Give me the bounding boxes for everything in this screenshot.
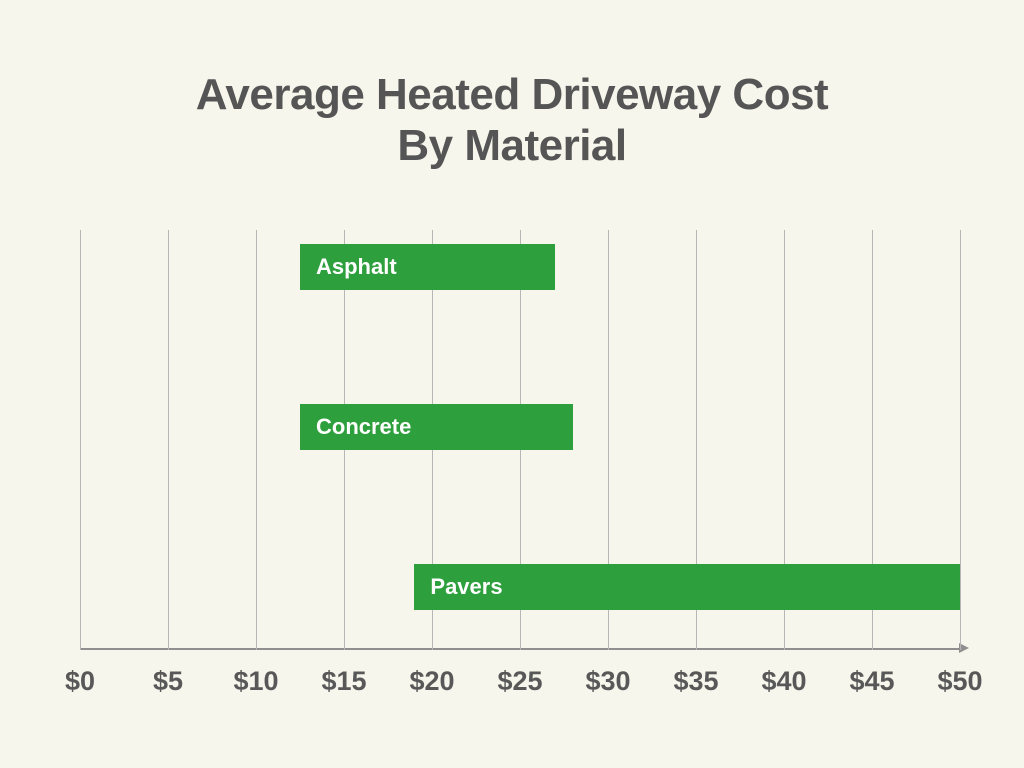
x-tick-label: $50 [937,666,982,697]
gridline [256,230,257,650]
x-tick-label: $25 [497,666,542,697]
chart-plot-area: $0$5$10$15$20$25$30$35$40$45$50AsphaltCo… [80,230,960,650]
range-bar: Concrete [300,404,573,450]
x-tick-label: $5 [153,666,183,697]
bar-label: Pavers [430,574,502,600]
x-tick-label: $35 [673,666,718,697]
range-bar: Pavers [414,564,960,610]
bar-label: Asphalt [316,254,397,280]
chart-title-line2: By Material [397,121,626,170]
x-tick-label: $10 [233,666,278,697]
range-bar: Asphalt [300,244,555,290]
x-tick-label: $30 [585,666,630,697]
chart-canvas: Average Heated Driveway Cost By Material… [0,0,1024,768]
chart-title: Average Heated Driveway Cost By Material [0,70,1024,171]
x-tick-label: $40 [761,666,806,697]
x-tick-label: $20 [409,666,454,697]
gridline [168,230,169,650]
x-tick-label: $45 [849,666,894,697]
gridline [80,230,81,650]
x-tick-label: $15 [321,666,366,697]
gridline [960,230,961,650]
bar-label: Concrete [316,414,411,440]
chart-title-line1: Average Heated Driveway Cost [196,70,828,119]
x-tick-label: $0 [65,666,95,697]
